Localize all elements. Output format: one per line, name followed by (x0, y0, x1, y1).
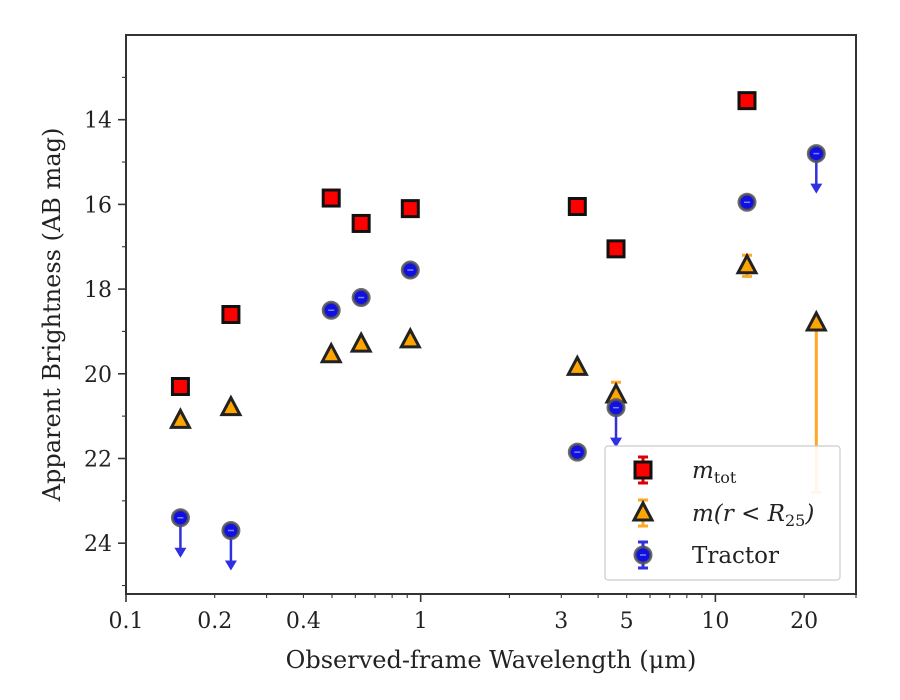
y-axis-title: Apparent Brightness (AB mag) (38, 128, 66, 503)
data-point (567, 197, 587, 217)
data-point (737, 192, 757, 212)
legend-marker (633, 545, 653, 565)
legend-label: mtot (692, 458, 737, 487)
data-point (565, 354, 589, 376)
legend-label: Tractor (692, 543, 779, 569)
x-tick-label: 5 (620, 609, 634, 634)
x-tick-label: 20 (790, 609, 818, 634)
data-point (806, 144, 826, 164)
legend-entry: mtot (633, 455, 737, 487)
data-point (170, 508, 190, 528)
data-point (168, 407, 192, 429)
y-tick-label: 24 (84, 532, 112, 557)
arrow-head (174, 547, 187, 558)
y-tick-label: 20 (84, 363, 112, 388)
x-tick-label: 1 (414, 609, 428, 634)
legend-entry: m(r < R25) (631, 498, 814, 530)
arrow-head (810, 183, 823, 194)
data-point (567, 442, 587, 462)
data-point (737, 91, 757, 111)
legend-entry: Tractor (633, 540, 779, 570)
legend-marker (633, 460, 653, 480)
data-point (221, 520, 241, 540)
data-point (400, 199, 420, 219)
data-point (351, 288, 371, 308)
data-point (804, 309, 828, 332)
y-tick-label: 18 (84, 278, 112, 303)
x-axis-title: Observed-frame Wavelength (μm) (286, 646, 697, 674)
data-point (221, 305, 241, 324)
y-tick-label: 22 (84, 447, 112, 472)
data-point (606, 398, 626, 418)
data-point (735, 252, 759, 275)
legend-label: m(r < R25) (692, 501, 814, 530)
legend-marker (631, 499, 655, 522)
x-tick-label: 3 (554, 609, 568, 634)
data-point (398, 326, 422, 349)
x-axis: 0.1 0.2 0.4 1 3 5 10 20 (109, 594, 857, 634)
x-tick-label: 0.2 (197, 609, 232, 634)
x-tick-label: 0.1 (109, 609, 144, 634)
arrow-head (224, 560, 237, 571)
data-point (170, 376, 190, 396)
data-point (349, 330, 373, 353)
legend-box (604, 445, 841, 581)
legend: mtot m(r < R25) Tractor (604, 445, 841, 581)
data-point (400, 260, 420, 280)
data-point (219, 394, 243, 417)
series-circle (170, 144, 826, 571)
x-tick-label: 0.4 (286, 609, 321, 634)
arrow-head (610, 437, 623, 448)
series-square (170, 91, 757, 396)
y-tick-label: 16 (84, 193, 112, 218)
y-tick-label: 14 (84, 109, 112, 134)
data-point (351, 213, 371, 233)
data-point (319, 341, 343, 364)
data-point (606, 239, 626, 259)
data-point (321, 188, 341, 208)
data-point (321, 300, 341, 320)
plot-frame (125, 34, 857, 595)
x-tick-label: 10 (701, 609, 729, 634)
y-axis: 14 16 18 20 22 24 (84, 76, 126, 587)
